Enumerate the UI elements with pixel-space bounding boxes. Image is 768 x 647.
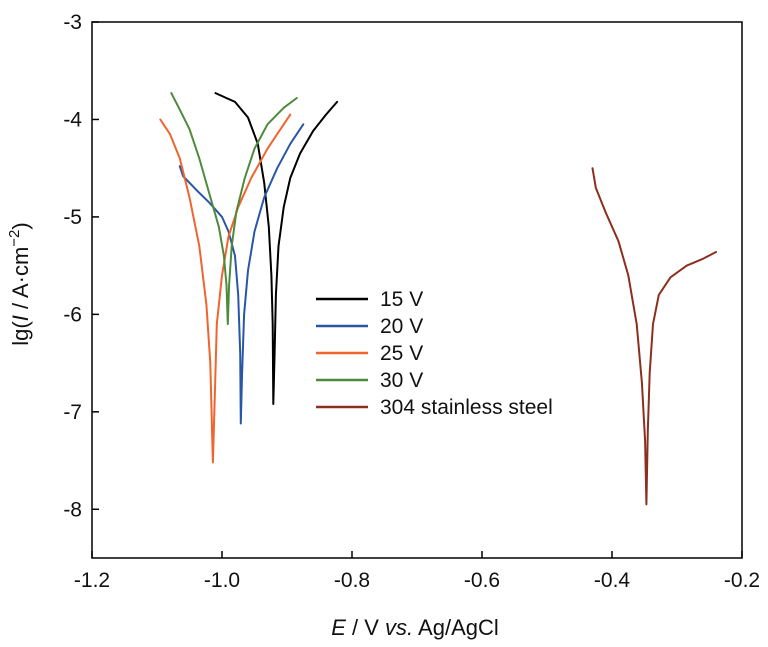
y-label-italic-i: I (8, 315, 33, 321)
x-tick-label: -0.8 (334, 569, 370, 592)
y-tick-label: -4 (63, 108, 82, 131)
series-lines (159, 92, 717, 506)
y-tick-label: -3 (63, 11, 82, 34)
legend-label: 30 V (380, 369, 423, 392)
x-label-unit: / V (346, 615, 385, 640)
series-line-1 (178, 123, 305, 425)
x-label-italic-e: E (331, 615, 346, 640)
y-tick-label: -6 (63, 303, 82, 326)
plot-area-border (91, 21, 743, 559)
y-label-superscript: −2 (6, 230, 23, 247)
legend-label: 20 V (380, 315, 423, 338)
tick-marks: -1.2 -1.0 -0.8 -0.6 -0.4 -0.2 -3 -4 -5 -6 -7 -8 (63, 11, 760, 592)
y-label-suffix: ) (8, 222, 33, 229)
x-tick-label: -1.2 (74, 569, 110, 592)
y-axis-label: lg(I / A·cm−2) (6, 222, 33, 345)
legend-label: 25 V (380, 342, 423, 365)
x-tick-label: -1.0 (204, 569, 240, 592)
y-label-prefix: lg( (8, 321, 33, 346)
y-tick-label: -5 (63, 206, 82, 229)
x-axis-label: E / V vs. Ag/AgCl (331, 615, 499, 640)
x-label-vs: vs. (385, 615, 413, 640)
y-tick-label: -8 (63, 498, 82, 521)
series-line-4 (591, 167, 717, 506)
legend: 15 V 20 V 25 V 30 V 304 stainless steel (316, 288, 553, 419)
series-line-2 (159, 113, 292, 464)
series-line-0 (214, 92, 339, 405)
x-tick-label: -0.2 (724, 569, 760, 592)
y-label-unit: / A·cm (8, 247, 33, 315)
legend-label: 304 stainless steel (380, 396, 553, 419)
legend-label: 15 V (380, 288, 423, 311)
x-tick-label: -0.4 (594, 569, 631, 592)
plot-frame (91, 21, 743, 559)
y-tick-label: -7 (63, 401, 82, 424)
x-tick-label: -0.6 (464, 569, 500, 592)
x-label-reference: Ag/AgCl (413, 615, 499, 640)
series-line-3 (170, 92, 298, 326)
